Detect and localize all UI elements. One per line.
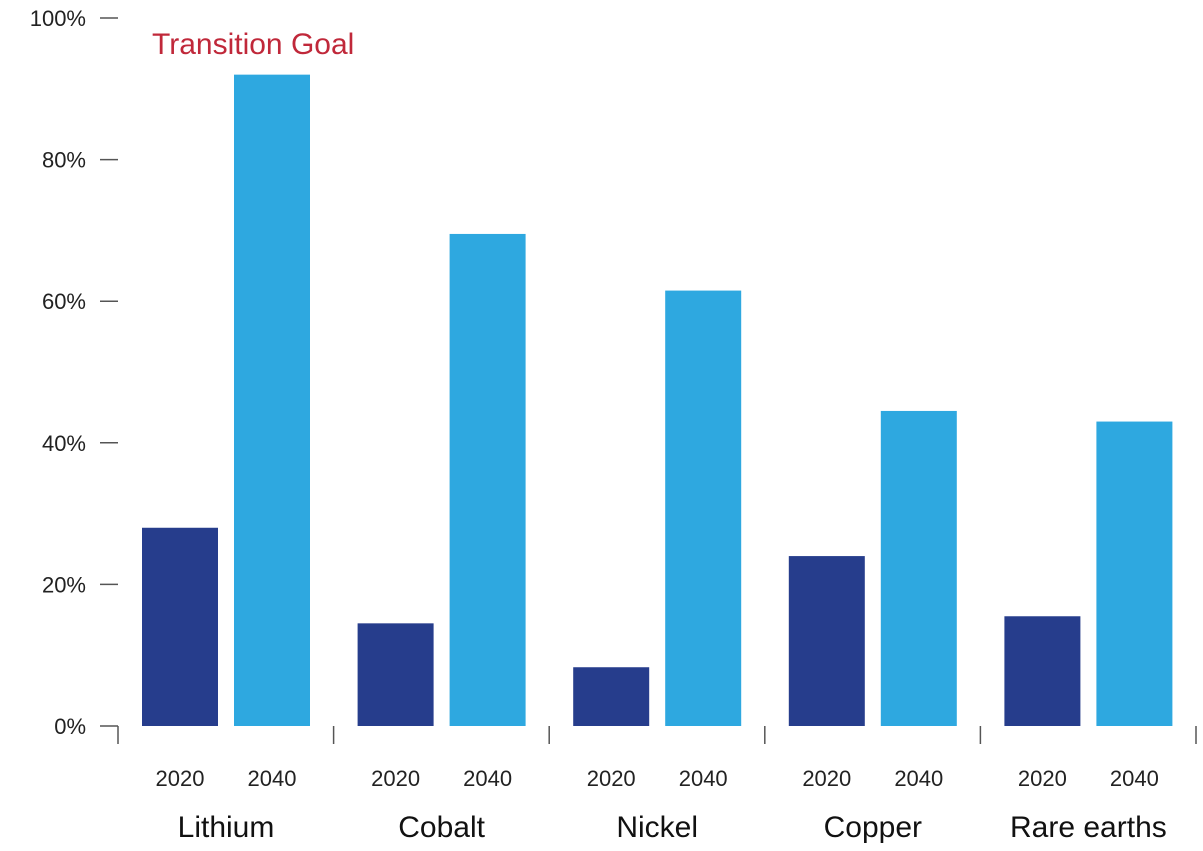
category-label: Lithium	[178, 811, 275, 844]
y-tick-label: 60%	[42, 289, 86, 314]
y-axis: 0% 20% 40% 60% 80% 100%	[30, 6, 118, 739]
year-labels: 2020 2040 2020 2040 2020 2040 2020 2040 2020 2040	[156, 766, 1159, 791]
bar-cobalt-2020	[357, 623, 434, 726]
bar-rare-earths-2020	[1004, 616, 1081, 726]
year-label: 2020	[802, 766, 851, 791]
bar-rare-earths-2040	[1096, 421, 1173, 726]
year-label: 2040	[463, 766, 512, 791]
year-label: 2020	[1018, 766, 1067, 791]
y-tick-label: 40%	[42, 431, 86, 456]
bar-copper-2040	[880, 410, 957, 726]
bar-copper-2020	[788, 556, 865, 726]
y-tick-label: 80%	[42, 148, 86, 173]
transition-goal-annotation: Transition Goal	[152, 28, 354, 61]
y-tick-label: 0%	[54, 714, 86, 739]
category-labels: Lithium Cobalt Nickel Copper Rare earths	[178, 811, 1167, 844]
bar-nickel-2040	[665, 290, 742, 726]
year-label: 2040	[679, 766, 728, 791]
bar-lithium-2020	[142, 527, 218, 726]
bar-cobalt-2040	[449, 233, 526, 726]
year-label: 2040	[248, 766, 297, 791]
year-label: 2040	[894, 766, 943, 791]
y-tick-label: 100%	[30, 6, 86, 31]
category-label: Cobalt	[398, 811, 485, 844]
bar-lithium-2040	[234, 74, 310, 726]
year-label: 2020	[156, 766, 205, 791]
x-axis	[117, 726, 1197, 744]
year-label: 2020	[587, 766, 636, 791]
category-label: Nickel	[616, 811, 698, 844]
category-label: Copper	[824, 811, 922, 844]
bars	[142, 74, 1173, 726]
y-tick-label: 20%	[42, 572, 86, 597]
category-label: Rare earths	[1010, 811, 1167, 844]
year-label: 2040	[1110, 766, 1159, 791]
year-label: 2020	[371, 766, 420, 791]
bar-nickel-2020	[573, 667, 650, 726]
